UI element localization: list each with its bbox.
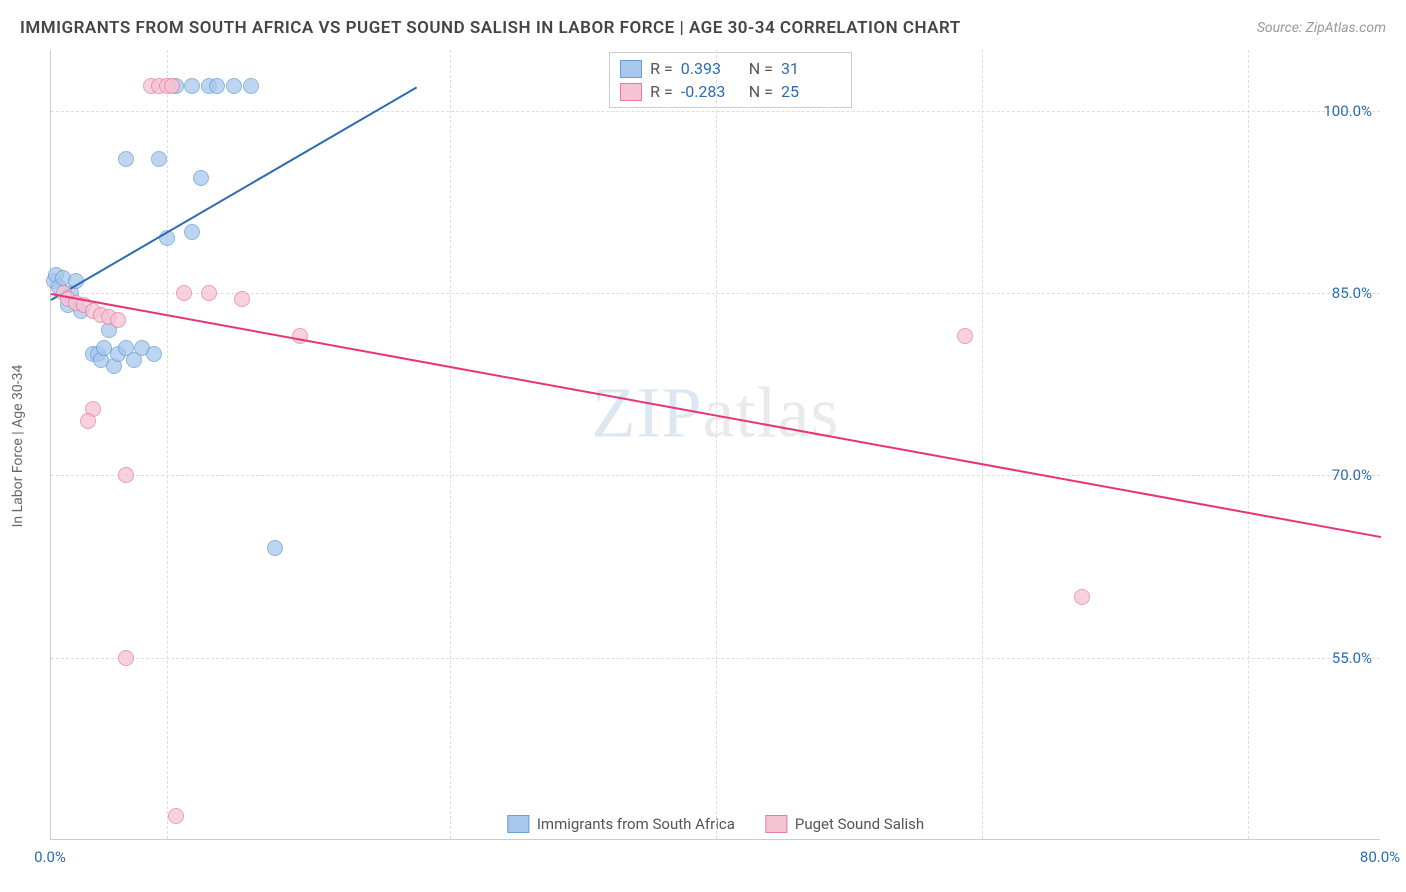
stat-r-label: R = bbox=[650, 59, 673, 78]
gridline-vertical bbox=[450, 50, 451, 839]
scatter-point bbox=[164, 78, 180, 94]
scatter-point bbox=[118, 650, 134, 666]
scatter-point bbox=[209, 78, 225, 94]
scatter-point bbox=[184, 78, 200, 94]
stat-n-value: 31 bbox=[781, 59, 841, 78]
scatter-point bbox=[110, 312, 126, 328]
stats-row: R = 0.393 N = 31 bbox=[620, 57, 841, 80]
x-tick-label: 0.0% bbox=[34, 848, 66, 866]
scatter-point bbox=[201, 285, 217, 301]
y-tick-label: 85.0% bbox=[1332, 284, 1372, 302]
scatter-point bbox=[243, 78, 259, 94]
legend-swatch bbox=[765, 815, 787, 833]
gridline-vertical bbox=[1248, 50, 1249, 839]
scatter-point bbox=[957, 328, 973, 344]
scatter-point bbox=[267, 540, 283, 556]
scatter-point bbox=[1074, 589, 1090, 605]
y-tick-label: 70.0% bbox=[1332, 466, 1372, 484]
scatter-point bbox=[80, 413, 96, 429]
scatter-point bbox=[146, 346, 162, 362]
scatter-point bbox=[226, 78, 242, 94]
scatter-point bbox=[234, 291, 250, 307]
stats-legend-box: R = 0.393 N = 31 R = -0.283 N = 25 bbox=[609, 52, 852, 108]
legend-swatch bbox=[620, 60, 642, 78]
legend-item: Puget Sound Salish bbox=[765, 815, 924, 833]
stat-r-label: R = bbox=[650, 82, 673, 101]
y-tick-label: 100.0% bbox=[1323, 102, 1372, 120]
plot-area: ZIPatlas R =0.393N =31R =-0.283N =25 Imm… bbox=[50, 50, 1380, 840]
stat-r-value: -0.283 bbox=[681, 82, 741, 101]
stat-r-value: 0.393 bbox=[681, 59, 741, 78]
gridline-vertical bbox=[167, 50, 168, 839]
y-axis-title: In Labor Force | Age 30-34 bbox=[10, 365, 26, 528]
scatter-point bbox=[193, 170, 209, 186]
scatter-point bbox=[176, 285, 192, 301]
legend-item: Immigrants from South Africa bbox=[507, 815, 735, 833]
chart-title: IMMIGRANTS FROM SOUTH AFRICA VS PUGET SO… bbox=[20, 18, 961, 38]
y-tick-label: 55.0% bbox=[1332, 649, 1372, 667]
x-tick-label: 80.0% bbox=[1360, 848, 1400, 866]
scatter-point bbox=[184, 224, 200, 240]
gridline-vertical bbox=[716, 50, 717, 839]
scatter-point bbox=[151, 151, 167, 167]
scatter-point bbox=[118, 151, 134, 167]
scatter-point bbox=[118, 467, 134, 483]
trend-line bbox=[50, 87, 417, 301]
stat-n-label: N = bbox=[749, 59, 773, 78]
legend-label: Puget Sound Salish bbox=[795, 815, 924, 833]
stats-row: R = -0.283 N = 25 bbox=[620, 80, 841, 103]
scatter-point bbox=[168, 808, 184, 824]
stat-n-value: 25 bbox=[781, 82, 841, 101]
legend-label: Immigrants from South Africa bbox=[537, 815, 735, 833]
legend-swatch bbox=[620, 83, 642, 101]
gridline-vertical bbox=[982, 50, 983, 839]
legend-swatch bbox=[507, 815, 529, 833]
source-label: Source: ZipAtlas.com bbox=[1257, 20, 1386, 36]
stat-n-label: N = bbox=[749, 82, 773, 101]
